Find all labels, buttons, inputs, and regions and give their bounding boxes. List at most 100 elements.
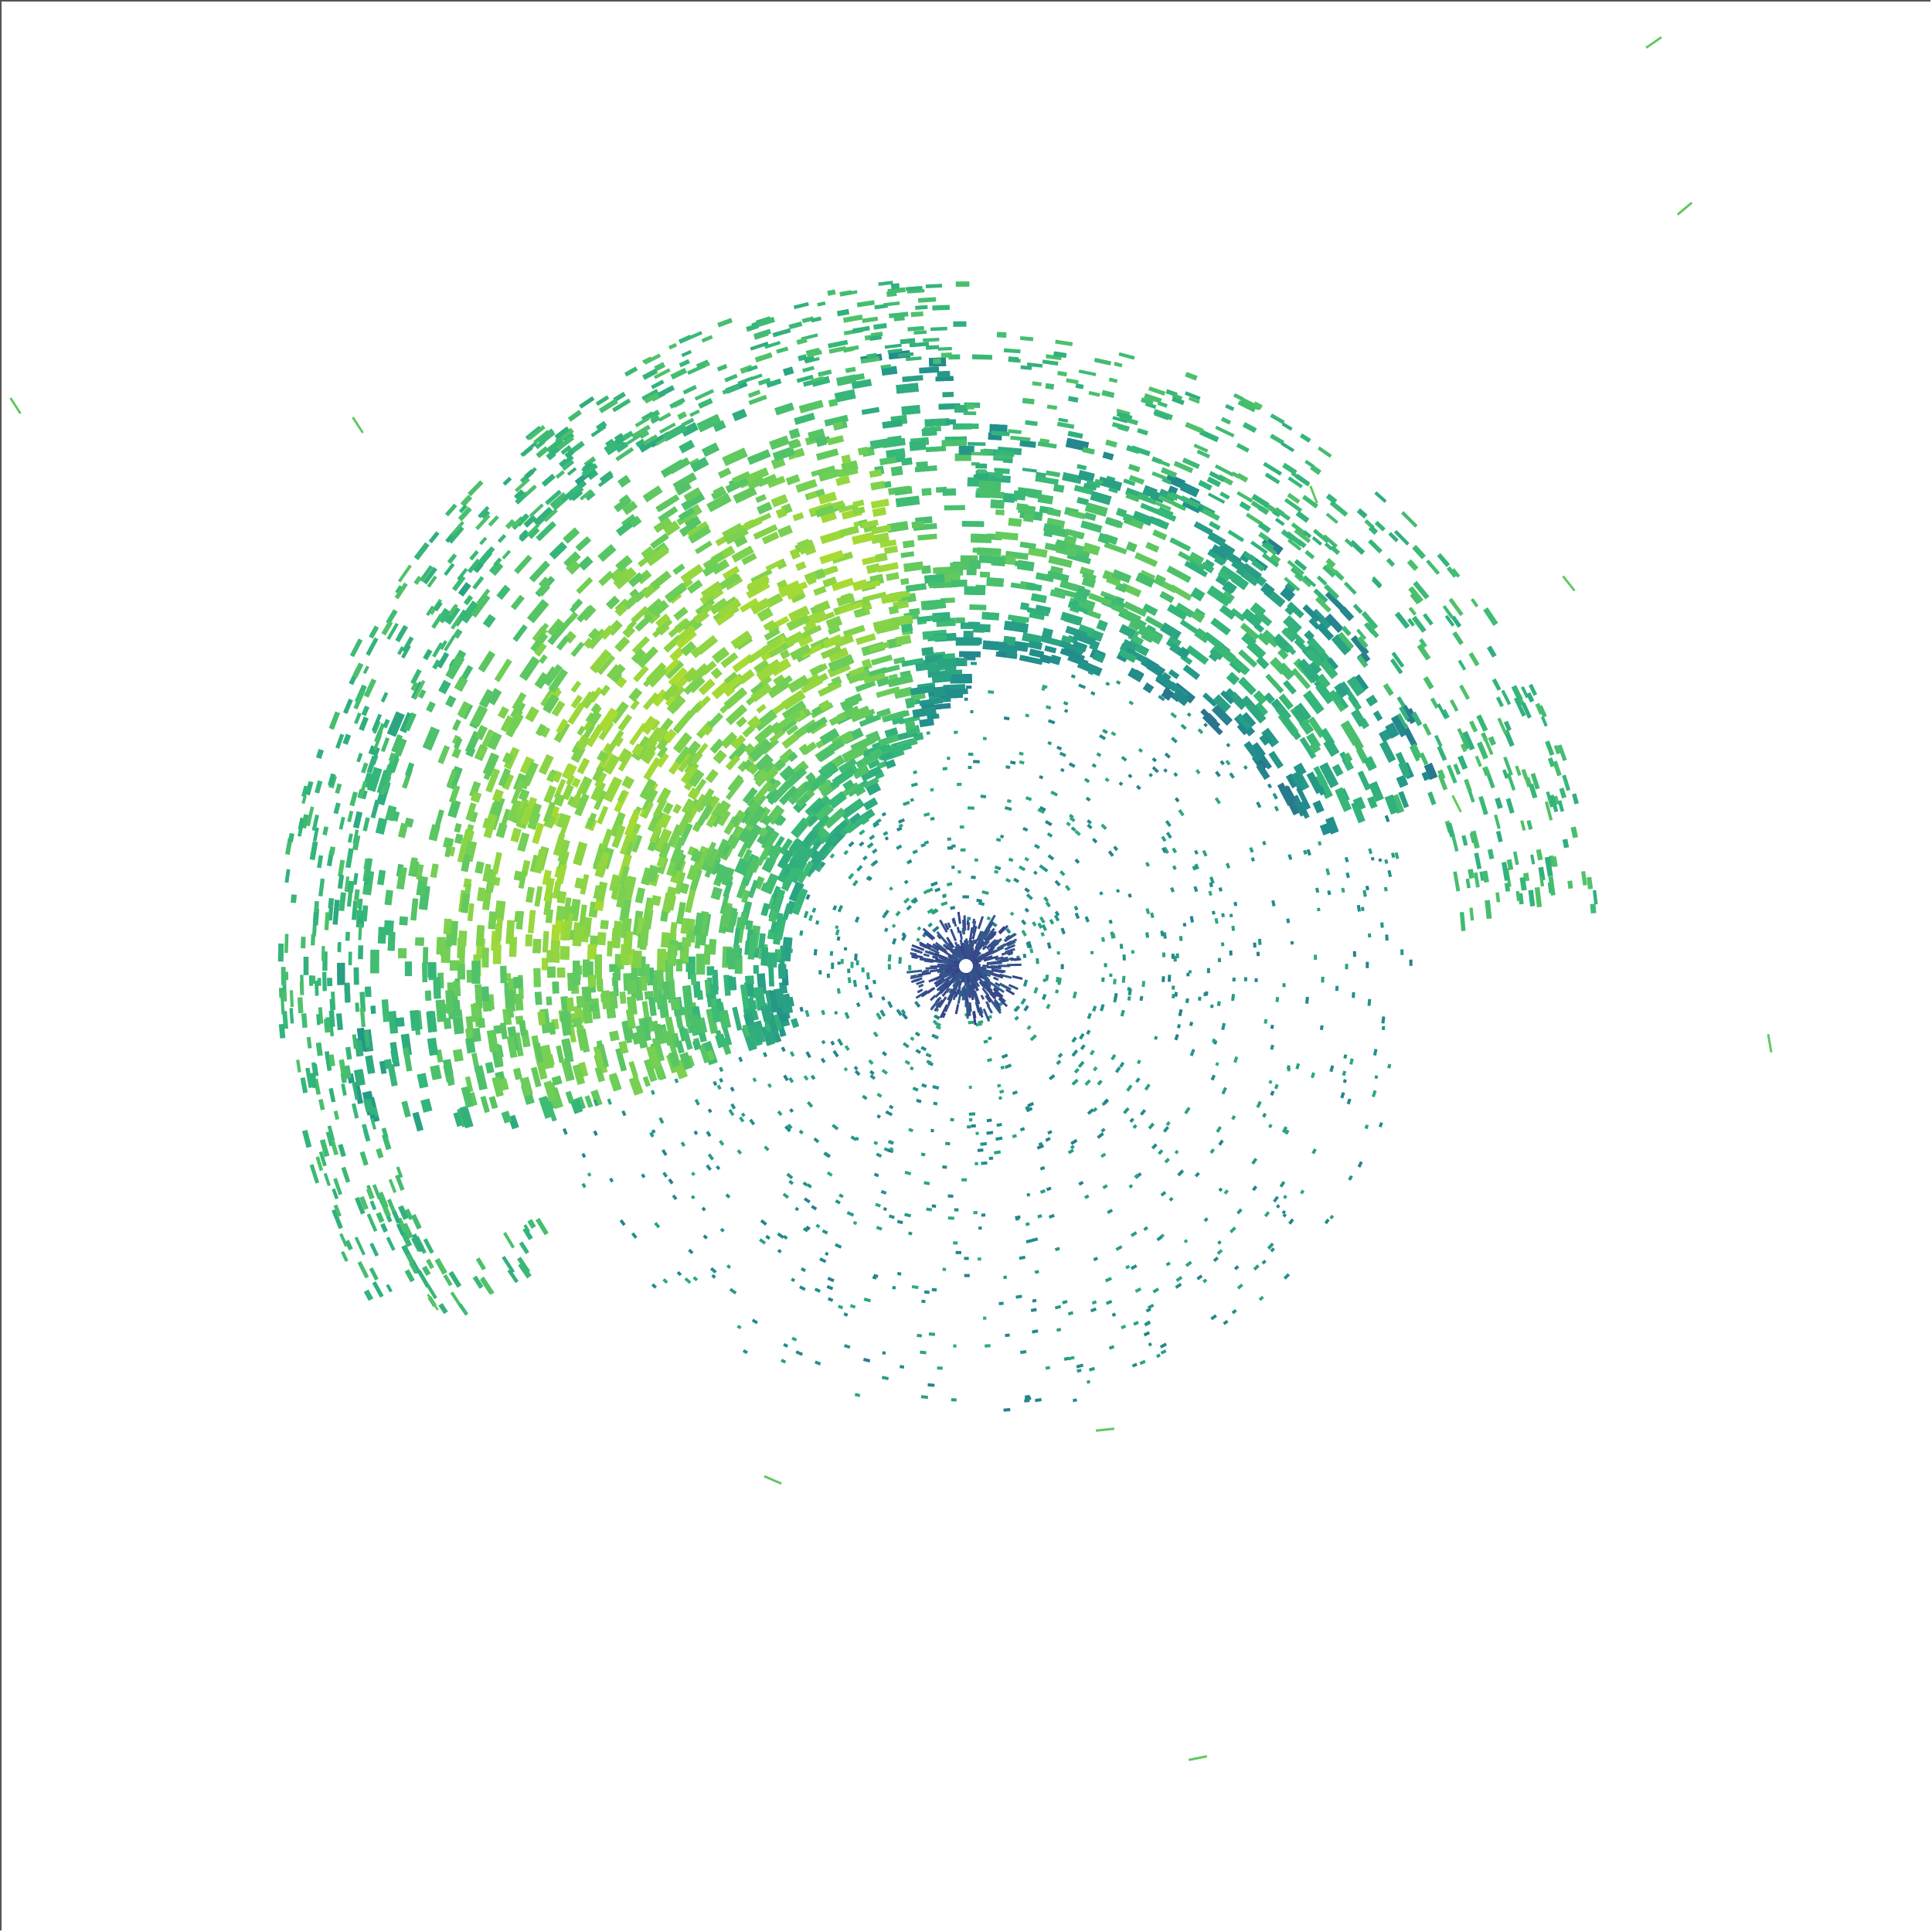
echo-gate [774, 913, 784, 934]
echo-gate [832, 551, 854, 564]
echo-gate [512, 692, 527, 711]
echo-gate [884, 727, 899, 738]
echo-gate [614, 819, 624, 832]
echo-gate [941, 439, 967, 447]
echo-gate [849, 812, 862, 825]
echo-gate [427, 1037, 439, 1056]
echo-gate [1217, 570, 1230, 582]
echo-gate [809, 502, 833, 515]
echo-gate [537, 1011, 546, 1026]
echo-gate [794, 413, 815, 425]
echo-gate [722, 566, 740, 580]
echo-gate [696, 634, 719, 655]
echo-gate [562, 784, 574, 801]
echo-gate [514, 554, 532, 574]
echo-gate [788, 784, 810, 805]
echo-gate [782, 859, 799, 879]
echo-gate [775, 507, 787, 519]
echo-gate [506, 1036, 518, 1059]
echo-gate [625, 1009, 636, 1029]
echo-gate [1327, 657, 1339, 670]
echo-gate [720, 652, 739, 668]
echo-gate [687, 845, 699, 858]
echo-gate [619, 866, 630, 887]
echo-gate [1260, 582, 1275, 597]
echo-gate [990, 499, 1005, 509]
echo-gate [763, 620, 776, 631]
echo-gate [917, 614, 941, 623]
echo-gate [876, 686, 900, 698]
echo-gate [698, 678, 716, 696]
echo-gate [534, 992, 543, 1005]
echo-gate [1297, 658, 1321, 683]
echo-gate [581, 986, 592, 1002]
echo-gate [668, 1051, 680, 1068]
echo-gate [936, 617, 956, 628]
echo-gate [1063, 535, 1077, 545]
echo-gate [828, 626, 841, 635]
echo-gate [1185, 645, 1209, 665]
echo-gate [559, 815, 571, 838]
echo-gate [500, 715, 514, 733]
echo-gate [1096, 619, 1108, 631]
echo-gate [886, 572, 900, 581]
echo-gate [805, 771, 816, 783]
echo-gate [563, 763, 577, 781]
echo-gate [1048, 555, 1073, 568]
echo-gate [1049, 566, 1063, 576]
echo-gate [387, 931, 396, 951]
echo-gate [769, 435, 790, 451]
echo-gate [387, 1063, 398, 1087]
echo-gate [1202, 692, 1218, 707]
echo-gate [1080, 566, 1095, 577]
echo-gate [505, 920, 515, 944]
echo-gate [682, 937, 692, 947]
echo-gate [880, 665, 900, 674]
echo-gate [901, 658, 924, 667]
echo-gate [607, 664, 622, 681]
echo-gate [878, 733, 900, 747]
echo-gate [410, 1009, 420, 1031]
echo-gate [815, 803, 834, 822]
echo-gate [449, 784, 461, 804]
echo-gate [1209, 648, 1223, 661]
echo-gate [597, 544, 617, 563]
echo-gate [1252, 742, 1266, 758]
echo-gate [481, 889, 492, 910]
echo-gate [513, 1067, 522, 1080]
echo-gate [791, 817, 811, 838]
echo-gate [1390, 714, 1409, 737]
echo-gate [426, 1011, 437, 1033]
echo-gate [991, 556, 1006, 566]
echo-gate [1084, 512, 1097, 522]
echo-gate [403, 1047, 413, 1072]
echo-gate [1352, 737, 1364, 751]
echo-gate [675, 628, 697, 649]
echo-gate [1167, 635, 1182, 648]
echo-gate [1291, 794, 1307, 817]
echo-gate [710, 886, 723, 900]
echo-gate [750, 682, 773, 702]
echo-gate [1291, 668, 1311, 689]
echo-gate [587, 944, 597, 960]
echo-gate [781, 700, 807, 720]
echo-gate [655, 613, 670, 628]
echo-gate [1275, 705, 1291, 722]
echo-gate [1125, 541, 1138, 553]
echo-gate [969, 604, 987, 611]
echo-gate [535, 723, 546, 736]
echo-gate [681, 492, 706, 511]
echo-gate [677, 484, 689, 495]
echo-gate [445, 990, 454, 1014]
echo-gate [774, 759, 786, 771]
echo-gate [853, 607, 867, 618]
echo-gate [1142, 682, 1155, 694]
echo-gate [688, 676, 706, 693]
echo-gate [718, 468, 732, 479]
echo-gate [690, 974, 697, 985]
echo-gate [1400, 705, 1414, 723]
echo-gate [886, 521, 909, 533]
echo-gate [827, 435, 845, 446]
echo-gate [1278, 693, 1294, 710]
echo-gate [850, 800, 862, 811]
